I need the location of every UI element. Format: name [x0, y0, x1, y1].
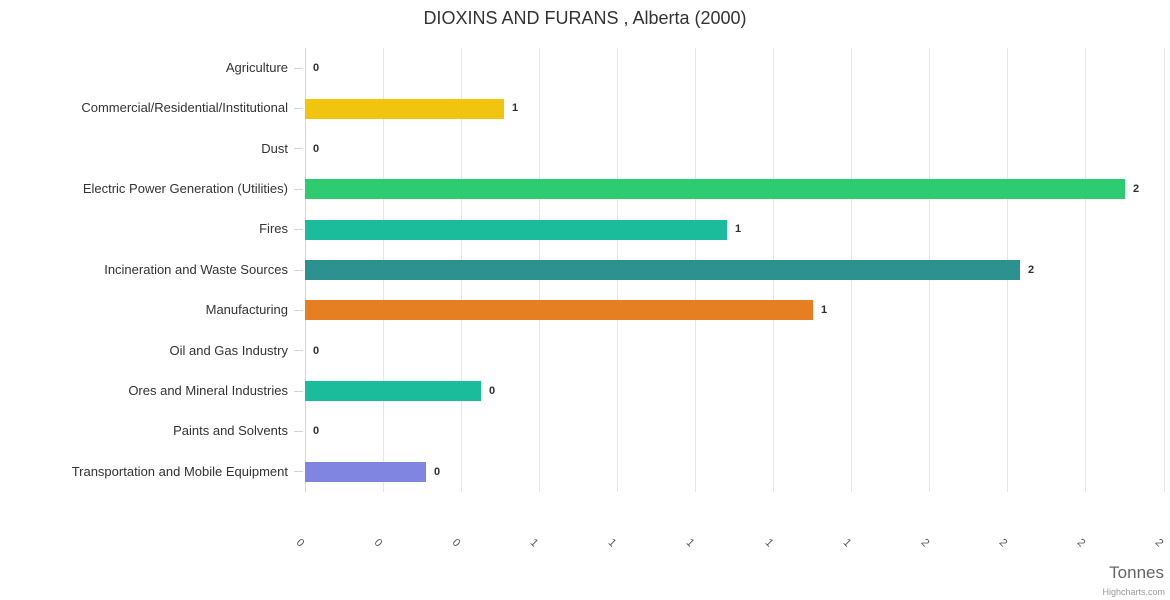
chart-title: DIOXINS AND FURANS , Alberta (2000)	[423, 8, 747, 28]
category-tick	[294, 350, 303, 352]
value-label: 1	[821, 304, 828, 317]
x-axis-tick-label: 1	[762, 536, 775, 550]
category-label: Transportation and Mobile Equipment	[71, 463, 288, 479]
category-label: Incineration and Waste Sources	[104, 261, 288, 277]
bar[interactable]	[305, 461, 426, 482]
bar[interactable]	[305, 179, 1125, 200]
bar[interactable]	[305, 260, 1020, 280]
category-label: Oil and Gas Industry	[169, 342, 289, 358]
category-label: Ores and Mineral Industries	[128, 382, 288, 398]
category-tick	[294, 67, 303, 69]
category-tick	[294, 309, 303, 311]
value-label: 0	[313, 425, 320, 438]
x-axis-tick-label: 0	[449, 536, 463, 550]
category-label: Manufacturing	[205, 302, 288, 318]
value-label: 0	[489, 384, 496, 397]
value-label: 0	[434, 465, 441, 478]
x-axis-tick-label: 0	[371, 536, 385, 550]
category-label: Dust	[261, 140, 288, 156]
x-axis-title: Tonnes	[1109, 563, 1164, 582]
value-label: 2	[1133, 183, 1140, 196]
x-axis-tick-label: 1	[684, 536, 697, 550]
x-axis-tick-label: 1	[605, 536, 619, 550]
x-axis-tick-label: 2	[918, 536, 932, 550]
x-gridline	[1163, 48, 1165, 492]
category-label: Fires	[259, 221, 288, 237]
category-label: Agriculture	[225, 60, 288, 75]
x-axis-tick-label: 2	[996, 536, 1010, 550]
bar[interactable]	[305, 381, 481, 402]
category-label: Paints and Solvents	[173, 423, 288, 439]
category-label: Electric Power Generation (Utilities)	[82, 181, 288, 197]
value-label: 1	[512, 102, 519, 115]
value-label: 1	[735, 223, 742, 236]
category-tick	[294, 188, 303, 190]
category-tick	[294, 269, 303, 271]
category-tick	[294, 229, 303, 231]
x-axis-tick-label: 1	[840, 536, 854, 550]
highcharts-credit-link[interactable]: Highcharts.com	[1102, 587, 1165, 597]
value-label: 0	[313, 62, 320, 74]
category-label: Commercial/Residential/Institutional	[81, 100, 288, 116]
x-gridline	[1085, 48, 1087, 492]
x-axis-tick-label: 2	[1074, 536, 1088, 550]
value-label: 0	[313, 142, 320, 155]
value-label: 2	[1028, 263, 1035, 276]
value-label: 0	[313, 344, 320, 357]
category-tick	[294, 430, 303, 432]
x-axis-tick-label: 2	[1152, 536, 1166, 550]
category-tick	[294, 148, 303, 150]
bar[interactable]	[305, 300, 813, 321]
category-tick	[294, 390, 303, 392]
category-tick	[294, 108, 303, 110]
x-axis-tick-label: 0	[293, 536, 307, 550]
bar[interactable]	[305, 219, 727, 240]
bar[interactable]	[305, 98, 504, 119]
x-axis-tick-label: 1	[527, 536, 541, 550]
category-tick	[294, 471, 303, 473]
